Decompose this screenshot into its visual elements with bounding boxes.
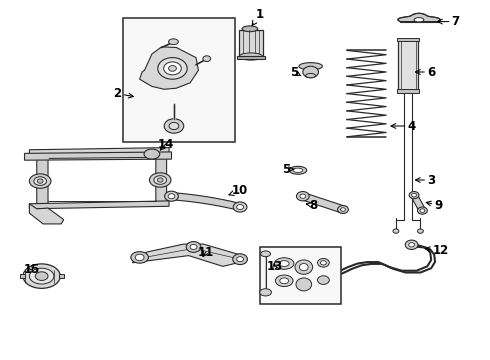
Bar — [239, 30, 263, 58]
Polygon shape — [398, 13, 440, 22]
Bar — [260, 247, 341, 304]
Ellipse shape — [393, 229, 399, 233]
Text: 11: 11 — [197, 246, 214, 258]
Polygon shape — [29, 204, 64, 224]
Ellipse shape — [293, 168, 303, 172]
Bar — [397, 89, 419, 93]
Text: 13: 13 — [266, 260, 283, 273]
Ellipse shape — [233, 254, 247, 265]
Ellipse shape — [233, 202, 247, 212]
Ellipse shape — [420, 209, 425, 212]
Text: 3: 3 — [416, 174, 435, 186]
Ellipse shape — [341, 208, 345, 211]
Ellipse shape — [280, 278, 289, 284]
Ellipse shape — [306, 73, 316, 78]
Text: 7: 7 — [438, 15, 460, 28]
Ellipse shape — [169, 39, 178, 45]
Ellipse shape — [338, 206, 348, 213]
Ellipse shape — [165, 191, 178, 201]
Ellipse shape — [274, 258, 294, 269]
Ellipse shape — [260, 289, 271, 296]
Text: 12: 12 — [425, 244, 449, 257]
Polygon shape — [172, 193, 240, 211]
Ellipse shape — [29, 268, 54, 284]
Ellipse shape — [164, 119, 184, 133]
Text: 5: 5 — [283, 163, 294, 176]
Ellipse shape — [417, 207, 427, 214]
Text: 5: 5 — [290, 66, 301, 78]
Polygon shape — [140, 47, 198, 89]
Ellipse shape — [320, 261, 326, 265]
Ellipse shape — [190, 244, 197, 249]
Text: 2: 2 — [114, 87, 133, 100]
Bar — [122, 18, 235, 142]
Ellipse shape — [168, 194, 175, 199]
Ellipse shape — [409, 243, 415, 247]
Ellipse shape — [318, 258, 329, 267]
Ellipse shape — [164, 62, 181, 75]
Ellipse shape — [296, 278, 312, 291]
Ellipse shape — [144, 149, 160, 159]
Ellipse shape — [158, 58, 187, 79]
Polygon shape — [301, 193, 345, 213]
Bar — [237, 56, 265, 59]
Polygon shape — [411, 194, 426, 212]
Ellipse shape — [299, 264, 308, 271]
Ellipse shape — [300, 194, 306, 198]
Ellipse shape — [299, 63, 322, 70]
Ellipse shape — [303, 66, 318, 78]
Bar — [398, 39, 418, 92]
Ellipse shape — [412, 193, 416, 197]
Text: 14: 14 — [157, 138, 174, 150]
Ellipse shape — [242, 26, 258, 32]
Ellipse shape — [414, 18, 424, 22]
Text: 1: 1 — [252, 8, 264, 26]
Ellipse shape — [169, 122, 179, 130]
Ellipse shape — [417, 229, 423, 233]
Text: 6: 6 — [416, 66, 435, 78]
Ellipse shape — [405, 240, 418, 249]
Ellipse shape — [157, 178, 163, 182]
Ellipse shape — [37, 179, 43, 183]
Ellipse shape — [295, 260, 313, 274]
Ellipse shape — [275, 275, 293, 287]
Polygon shape — [24, 152, 172, 160]
Text: 10: 10 — [229, 184, 248, 197]
Bar — [59, 274, 64, 278]
Ellipse shape — [289, 166, 307, 174]
Ellipse shape — [135, 254, 144, 261]
Ellipse shape — [237, 257, 244, 262]
Ellipse shape — [409, 192, 419, 199]
Ellipse shape — [29, 174, 51, 188]
Ellipse shape — [34, 177, 47, 185]
Polygon shape — [156, 151, 167, 206]
Ellipse shape — [149, 173, 171, 187]
Ellipse shape — [318, 276, 329, 284]
Bar — [20, 274, 25, 278]
Ellipse shape — [296, 192, 309, 201]
Ellipse shape — [239, 53, 263, 60]
Ellipse shape — [203, 56, 211, 62]
Ellipse shape — [131, 252, 148, 263]
Ellipse shape — [279, 261, 289, 266]
Ellipse shape — [169, 66, 176, 71]
Text: 9: 9 — [426, 199, 442, 212]
Polygon shape — [132, 244, 243, 266]
Polygon shape — [37, 151, 48, 209]
Ellipse shape — [261, 251, 270, 257]
Ellipse shape — [186, 242, 201, 252]
Ellipse shape — [35, 272, 48, 280]
Ellipse shape — [154, 176, 167, 184]
Polygon shape — [29, 148, 169, 155]
Polygon shape — [29, 201, 169, 209]
Bar — [397, 38, 419, 41]
Ellipse shape — [237, 204, 244, 210]
Text: 4: 4 — [391, 120, 416, 132]
Text: 8: 8 — [306, 199, 318, 212]
Ellipse shape — [23, 264, 60, 288]
Text: 15: 15 — [24, 263, 40, 276]
